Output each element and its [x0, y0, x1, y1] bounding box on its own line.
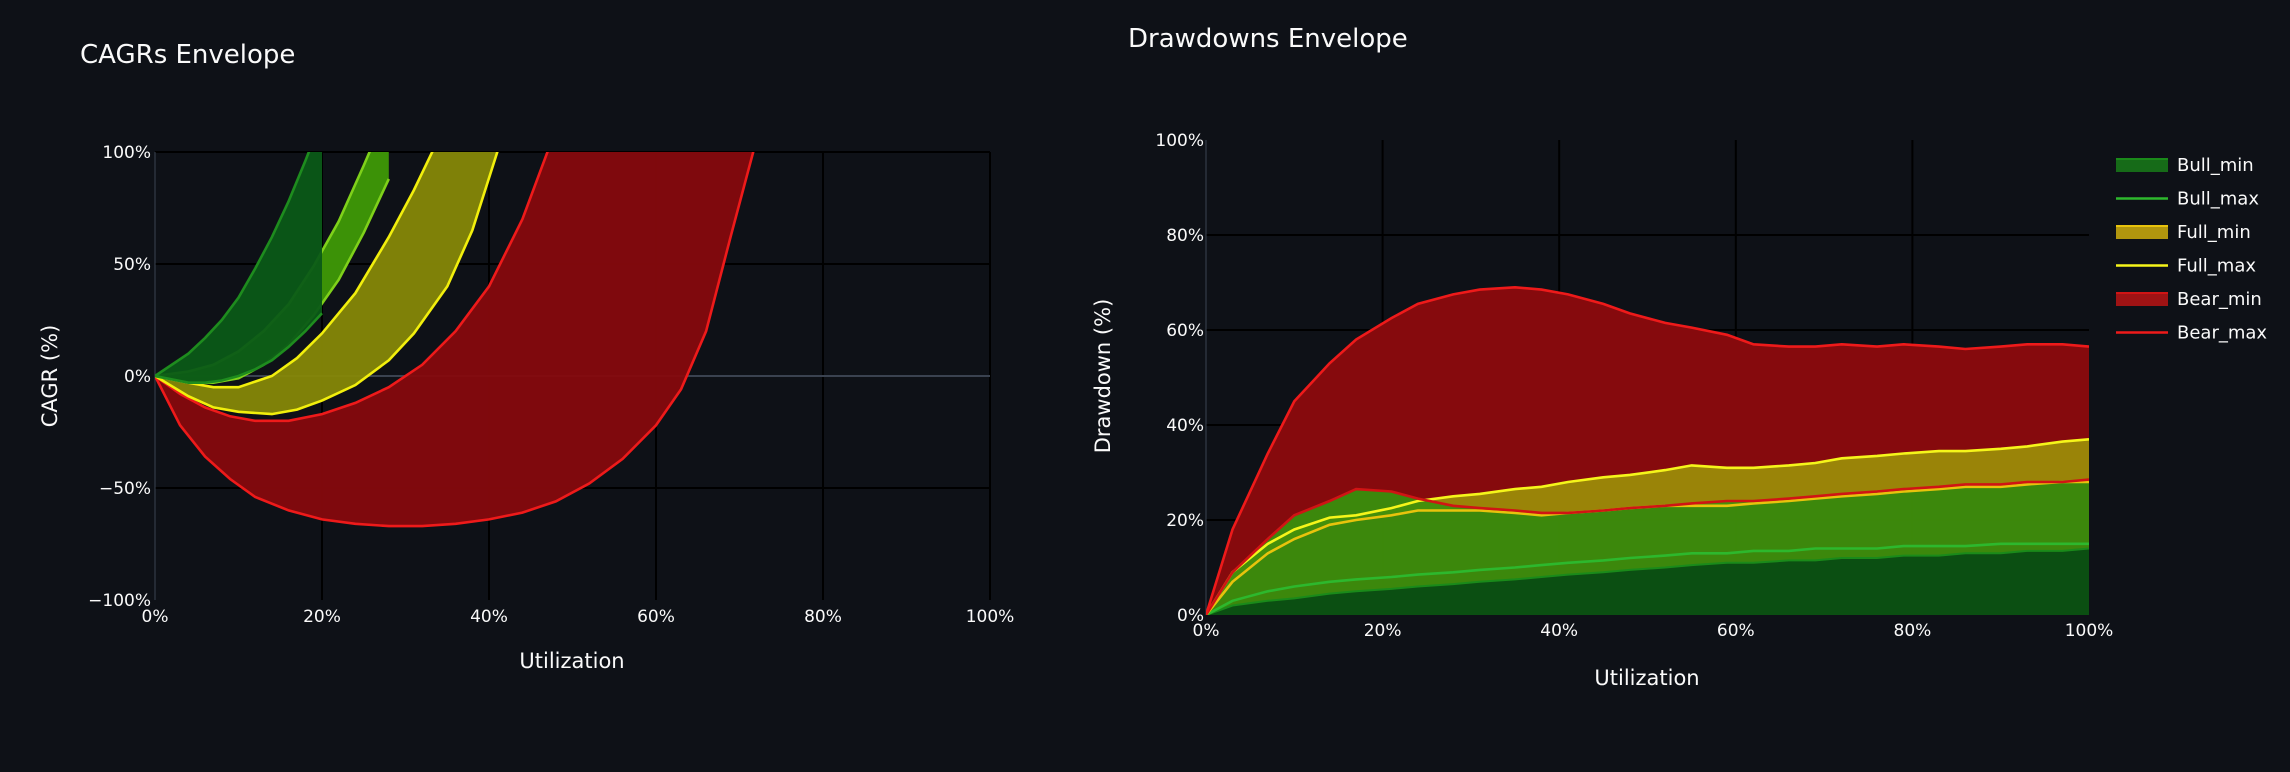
x-tick-label: 100% [2065, 621, 2114, 641]
legend-swatch [2116, 158, 2168, 172]
bull-lower-area [1206, 548, 2089, 615]
y-tick-label: 100% [1155, 131, 1204, 151]
legend-swatch [2116, 292, 2168, 306]
cagr-band-area [155, 152, 498, 415]
x-tick-label: 60% [637, 607, 675, 627]
legend-swatch [2116, 225, 2168, 239]
y-tick-label: 50% [113, 255, 151, 275]
series-line-bear-min [1206, 478, 2089, 615]
legend-label: Full_max [2177, 256, 2256, 277]
x-axis-title: Utilization [519, 649, 624, 673]
cagr-band-upper-line [155, 152, 434, 389]
x-axis-title: Utilization [1594, 666, 1699, 690]
x-tick-label: 80% [804, 607, 842, 627]
x-tick-label: 0% [142, 607, 169, 627]
x-tick-label: 40% [1540, 621, 1578, 641]
x-tick-label: 0% [1193, 621, 1220, 641]
y-tick-label: 60% [1166, 321, 1204, 341]
y-tick-label: 80% [1166, 226, 1204, 246]
bull-band-area [1206, 479, 2089, 615]
cagr-band-lower-line [155, 312, 323, 385]
y-tick-label: 20% [1166, 511, 1204, 531]
drawdown-chart: 0% 20% 40% 60% 80% 100% 0% 20% 40% 60% 80% 100% Util… [1091, 131, 2267, 690]
y-axis-title: Drawdown (%) [1091, 299, 1115, 454]
cagr-band-lower-line [155, 152, 499, 416]
y-tick-label: −100% [88, 591, 151, 611]
y-tick-label: 100% [102, 143, 151, 163]
legend-label: Bear_max [2177, 323, 2267, 344]
legend: Bull_min Bull_max Full_min Full_max Bear_min… [2116, 155, 2267, 344]
full-band-area [1206, 439, 2089, 615]
x-tick-label: 20% [303, 607, 341, 627]
chart-title-drawdown: Drawdowns Envelope [1128, 24, 1408, 54]
y-tick-label: 0% [1177, 606, 1204, 626]
chart-title-cagr: CAGRs Envelope [80, 40, 296, 70]
x-tick-label: 60% [1717, 621, 1755, 641]
cagr-band-lower-line [155, 152, 755, 528]
series-line-bear-max [1206, 285, 2089, 615]
legend-label: Bull_min [2177, 155, 2254, 176]
x-tick-label: 80% [1894, 621, 1932, 641]
series-line-bull-min [1206, 547, 2089, 615]
y-tick-label: −50% [99, 479, 151, 499]
cagr-band-upper-line [155, 152, 311, 378]
cagr-band-area [155, 152, 322, 383]
series-line-bull-max [1206, 542, 2089, 615]
x-tick-label: 40% [470, 607, 508, 627]
x-tick-label: 20% [1364, 621, 1402, 641]
cagr-band-upper-line [155, 152, 549, 423]
y-tick-label: 0% [124, 367, 151, 387]
drawdown-bands [1206, 285, 2089, 615]
y-tick-label: 40% [1166, 416, 1204, 436]
series-line-full-max [1206, 438, 2089, 615]
y-axis-title: CAGR (%) [38, 325, 62, 428]
x-tick-label: 100% [966, 607, 1015, 627]
cagr-chart: 0% 20% 40% 60% 80% 100% −100% −50% 0% 50% 100% Util… [38, 143, 1015, 673]
cagr-band-area [155, 152, 754, 527]
cagr-bands [155, 152, 755, 528]
bear-band-area [1206, 287, 2089, 615]
legend-label: Full_min [2177, 222, 2251, 243]
legend-label: Bear_min [2177, 289, 2262, 310]
legend-label: Bull_max [2177, 189, 2259, 210]
